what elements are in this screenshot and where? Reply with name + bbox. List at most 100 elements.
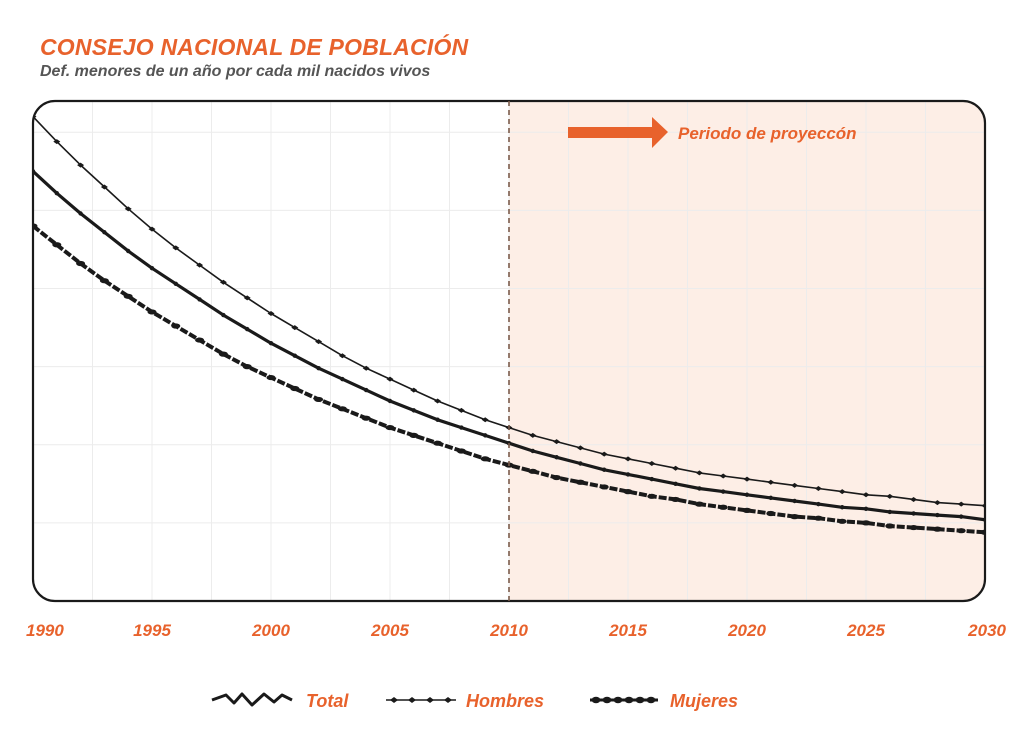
- data-point-total: [649, 476, 654, 482]
- data-point-total: [863, 506, 869, 512]
- legend-item-total: Total: [211, 691, 349, 711]
- legend-swatch-total: [211, 692, 293, 707]
- data-point-total: [54, 190, 59, 196]
- data-point-total: [340, 376, 345, 382]
- data-point-mujeres: [885, 523, 895, 529]
- data-point-mujeres: [195, 337, 205, 343]
- data-point-mujeres: [409, 432, 419, 438]
- data-point-mujeres: [766, 510, 776, 517]
- legend-marker-mujeres: [624, 696, 634, 704]
- x-tick-label: 2025: [846, 621, 885, 640]
- legend-marker-mujeres: [613, 696, 623, 704]
- data-point-hombres: [814, 486, 822, 491]
- x-tick-label: 2015: [608, 621, 647, 640]
- chart-title: CONSEJO NACIONAL DE POBLACIÓN: [40, 34, 469, 60]
- data-point-mujeres: [337, 406, 347, 412]
- data-point-mujeres: [742, 507, 752, 513]
- data-point-total: [530, 448, 535, 454]
- data-point-hombres: [862, 492, 870, 498]
- data-point-mujeres: [790, 514, 800, 520]
- data-point-hombres: [243, 295, 251, 301]
- data-point-mujeres: [33, 223, 38, 229]
- data-point-hombres: [434, 398, 442, 404]
- data-point-total: [149, 265, 155, 271]
- data-point-total: [435, 417, 440, 422]
- data-point-hombres: [100, 184, 108, 190]
- data-point-hombres: [933, 500, 941, 506]
- legend-item-mujeres: Mujeres: [590, 691, 738, 711]
- x-tick-label: 1995: [133, 621, 171, 640]
- data-point-total: [744, 492, 750, 497]
- data-point-hombres: [529, 432, 537, 438]
- legend-label-total: Total: [306, 691, 349, 711]
- data-point-hombres: [957, 501, 965, 507]
- data-point-total: [554, 455, 559, 460]
- data-point-hombres: [148, 226, 156, 232]
- data-point-mujeres: [932, 526, 942, 532]
- arrow-right-icon: [568, 117, 668, 148]
- data-point-mujeres: [671, 496, 681, 503]
- data-point-total: [126, 248, 131, 254]
- data-point-hombres: [315, 339, 323, 345]
- data-point-hombres: [981, 503, 985, 509]
- data-point-hombres: [338, 353, 346, 359]
- data-point-mujeres: [861, 520, 871, 526]
- data-point-total: [411, 408, 416, 413]
- data-point-mujeres: [647, 493, 657, 499]
- data-point-mujeres: [480, 456, 490, 462]
- legend-item-hombres: Hombres: [386, 691, 544, 711]
- data-point-hombres: [172, 245, 180, 251]
- data-point-mujeres: [575, 479, 585, 485]
- legend-label-mujeres: Mujeres: [670, 691, 738, 711]
- data-point-mujeres: [718, 504, 728, 510]
- legend-marker-mujeres: [591, 696, 601, 704]
- data-point-hombres: [124, 206, 132, 212]
- data-point-hombres: [386, 376, 394, 382]
- data-point-mujeres: [528, 468, 538, 474]
- data-point-hombres: [791, 482, 799, 488]
- data-point-mujeres: [147, 309, 157, 315]
- data-point-mujeres: [909, 524, 919, 531]
- legend-marker-hombres: [408, 697, 416, 703]
- data-point-hombres: [219, 279, 227, 285]
- data-point-total: [697, 486, 702, 491]
- data-point-total: [578, 461, 583, 466]
- data-point-total: [387, 398, 393, 404]
- data-point-mujeres: [218, 351, 228, 357]
- data-point-total: [245, 326, 250, 332]
- legend-label-hombres: Hombres: [466, 691, 544, 711]
- data-point-hombres: [291, 325, 299, 331]
- legend-marker-hombres: [426, 697, 434, 703]
- data-point-mujeres: [123, 293, 133, 299]
- data-point-mujeres: [385, 424, 395, 431]
- x-tick-label: 2030: [967, 621, 1006, 640]
- data-point-hombres: [457, 407, 465, 413]
- data-point-mujeres: [956, 528, 966, 534]
- data-point-mujeres: [813, 515, 823, 521]
- data-point-hombres: [743, 476, 751, 482]
- data-point-total: [911, 511, 916, 516]
- data-point-mujeres: [623, 489, 633, 495]
- data-point-hombres: [576, 445, 584, 451]
- data-point-hombres: [553, 439, 561, 445]
- legend-marker-hombres: [444, 697, 452, 703]
- data-point-mujeres: [456, 448, 466, 454]
- data-point-mujeres: [694, 501, 704, 507]
- legend-marker-mujeres: [646, 696, 656, 704]
- x-tick-label: 2005: [370, 621, 409, 640]
- data-point-total: [935, 512, 940, 518]
- data-point-total: [840, 505, 845, 510]
- data-point-total: [792, 498, 797, 504]
- x-tick-label: 2000: [251, 621, 290, 640]
- data-point-hombres: [600, 451, 608, 457]
- data-point-hombres: [719, 473, 727, 479]
- data-point-mujeres: [361, 415, 371, 421]
- data-point-total: [721, 489, 726, 494]
- data-point-hombres: [77, 162, 85, 168]
- data-point-total: [268, 340, 274, 346]
- data-point-mujeres: [290, 385, 300, 392]
- legend-marker-mujeres: [602, 696, 612, 704]
- legend-marker-hombres: [390, 697, 398, 703]
- data-point-total: [959, 514, 964, 519]
